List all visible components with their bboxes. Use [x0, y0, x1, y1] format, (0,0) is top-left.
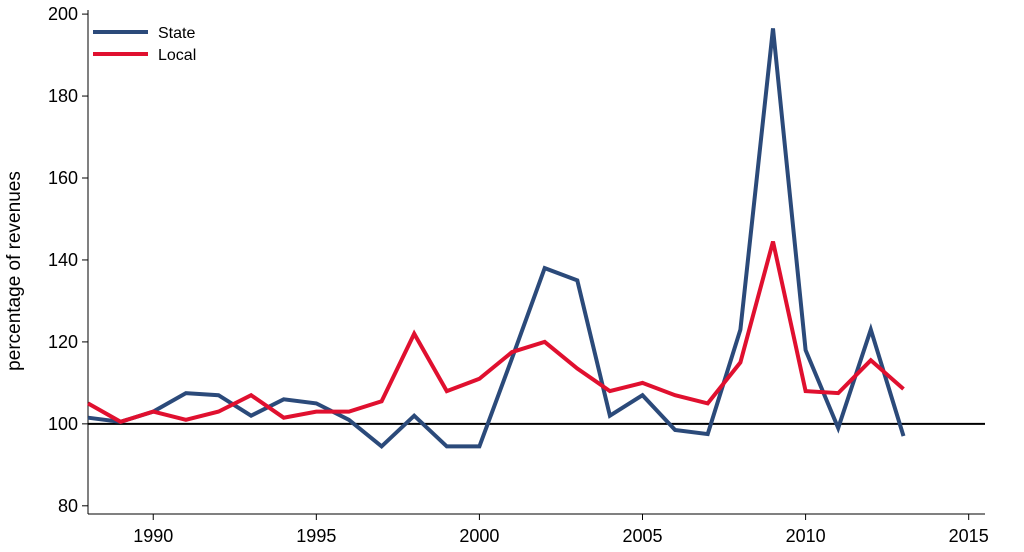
x-tick-label: 2005 [622, 526, 662, 546]
legend-label-local: Local [158, 47, 196, 64]
y-tick-label: 200 [48, 4, 78, 24]
y-tick-label: 80 [58, 496, 78, 516]
x-tick-label: 2015 [949, 526, 989, 546]
y-axis-label: percentage of revenues [4, 171, 25, 371]
series-lines [87, 28, 906, 450]
y-tick-label: 160 [48, 168, 78, 188]
y-tick-label: 180 [48, 86, 78, 106]
axes: 80 100 120 140 160 180 200 1990 1995 2000 2005 2010… [48, 4, 989, 546]
x-tick-label: 2010 [786, 526, 826, 546]
series-line-local [87, 240, 905, 424]
series-line-state [87, 28, 906, 450]
x-tick-label: 1995 [296, 526, 336, 546]
legend-label-state: State [158, 25, 195, 42]
legend: State Local [93, 25, 196, 64]
y-tick-label: 120 [48, 332, 78, 352]
y-tick-label: 140 [48, 250, 78, 270]
y-tick-label: 100 [48, 414, 78, 434]
x-tick-label: 1990 [133, 526, 173, 546]
x-tick-label: 2000 [459, 526, 499, 546]
